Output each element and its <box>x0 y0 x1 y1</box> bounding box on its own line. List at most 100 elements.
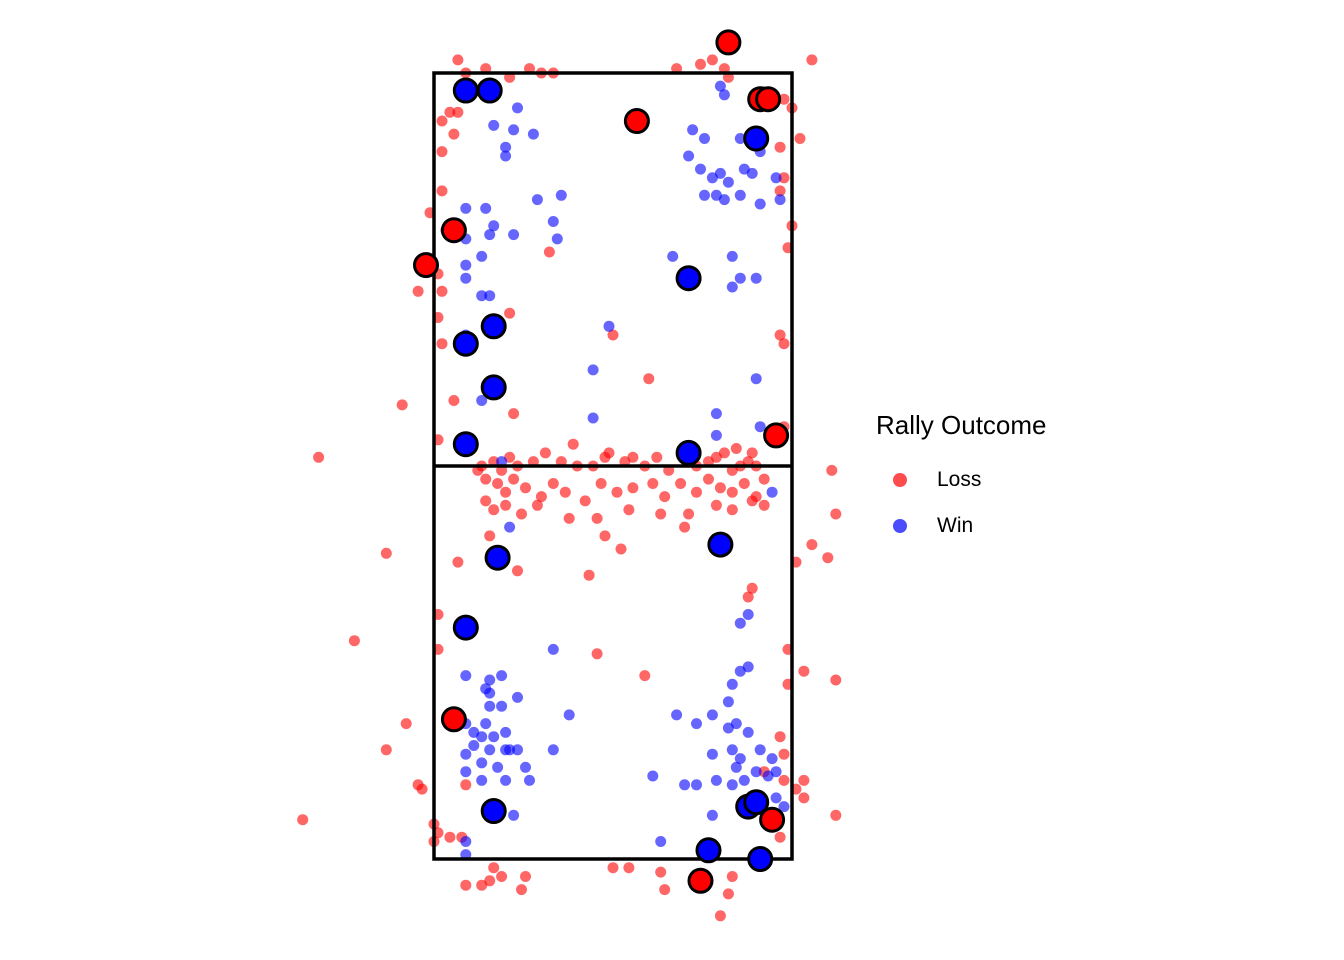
loss-point <box>563 512 575 524</box>
loss-point <box>599 530 611 542</box>
loss-point <box>416 783 428 795</box>
loss-point <box>380 744 392 756</box>
loss-point <box>380 547 392 559</box>
win-point <box>774 194 786 206</box>
win-point <box>706 172 718 184</box>
win-point <box>710 408 722 420</box>
loss-point <box>591 648 603 660</box>
win-point <box>484 700 496 712</box>
loss-point <box>627 482 639 494</box>
win-point <box>691 718 702 730</box>
win-point <box>500 774 512 786</box>
win-point <box>770 792 782 804</box>
win-point <box>460 670 472 682</box>
win-point <box>655 836 667 847</box>
win-point <box>476 731 488 743</box>
legend-label-loss: Loss <box>937 468 982 491</box>
win-point <box>480 202 492 214</box>
loss-point <box>583 569 595 581</box>
loss-point <box>611 486 623 498</box>
win-point <box>512 744 523 756</box>
win-point <box>706 748 718 760</box>
win-point <box>746 167 758 179</box>
legend-item-loss: Loss <box>876 457 1047 503</box>
win-point <box>754 744 766 756</box>
loss-highlight-point <box>687 867 714 894</box>
loss-point <box>520 482 531 494</box>
win-point <box>679 779 691 791</box>
loss-point <box>691 486 702 498</box>
win-point <box>766 486 778 498</box>
loss-point <box>607 862 619 874</box>
loss-point <box>714 910 726 922</box>
win-point <box>726 250 738 262</box>
win-point <box>695 163 706 175</box>
loss-point <box>826 464 838 476</box>
win-point <box>730 718 742 730</box>
loss-point <box>822 552 834 564</box>
win-point <box>750 272 762 284</box>
loss-point <box>774 329 786 341</box>
loss-point <box>655 866 667 878</box>
win-point <box>512 691 523 703</box>
win-highlight-point <box>707 531 734 558</box>
win-point <box>726 678 738 690</box>
win-point <box>734 753 746 765</box>
loss-point <box>559 486 571 498</box>
loss-point <box>448 128 460 140</box>
loss-point <box>639 670 651 682</box>
win-point <box>460 272 472 284</box>
loss-point <box>710 499 722 511</box>
legend-label-win: Win <box>937 514 974 537</box>
loss-point <box>400 718 412 730</box>
win-point <box>647 770 659 782</box>
loss-point <box>710 451 722 463</box>
loss-point <box>643 373 655 385</box>
loss-point <box>484 875 496 887</box>
loss-point <box>603 447 615 459</box>
loss-point <box>412 285 424 297</box>
loss-point <box>615 543 627 555</box>
loss-point <box>313 451 325 463</box>
win-point <box>742 609 754 620</box>
win-point <box>734 272 746 284</box>
loss-point <box>460 779 472 791</box>
loss-point <box>730 443 742 454</box>
loss-point <box>778 774 790 786</box>
win-point <box>484 290 496 302</box>
loss-point <box>460 879 472 891</box>
win-point <box>778 801 790 813</box>
loss-point <box>746 447 758 459</box>
win-point <box>710 189 722 201</box>
loss-point <box>607 329 619 341</box>
loss-point <box>679 521 691 533</box>
win-highlight-point <box>452 330 479 357</box>
highlight-layer <box>413 29 790 894</box>
loss-point <box>488 504 500 516</box>
loss-point <box>436 146 448 158</box>
legend-title: Rally Outcome <box>876 410 1047 440</box>
loss-point <box>703 473 714 485</box>
loss-point <box>651 451 663 463</box>
legend-swatch-loss <box>893 473 907 487</box>
loss-point <box>500 499 512 511</box>
loss-point <box>500 486 512 498</box>
win-point <box>714 167 726 179</box>
win-point <box>683 150 695 162</box>
win-point <box>460 748 472 760</box>
win-point <box>671 709 683 721</box>
win-point <box>738 774 750 786</box>
loss-point <box>348 635 360 647</box>
win-point <box>699 133 710 144</box>
win-point <box>476 290 488 302</box>
win-point <box>496 670 508 682</box>
win-point <box>726 744 738 756</box>
win-highlight-point <box>452 77 479 104</box>
loss-point <box>726 871 738 882</box>
loss-point <box>436 115 448 127</box>
win-point <box>500 141 512 153</box>
loss-point <box>539 447 551 459</box>
loss-point <box>738 478 750 489</box>
loss-highlight-point <box>623 108 650 134</box>
